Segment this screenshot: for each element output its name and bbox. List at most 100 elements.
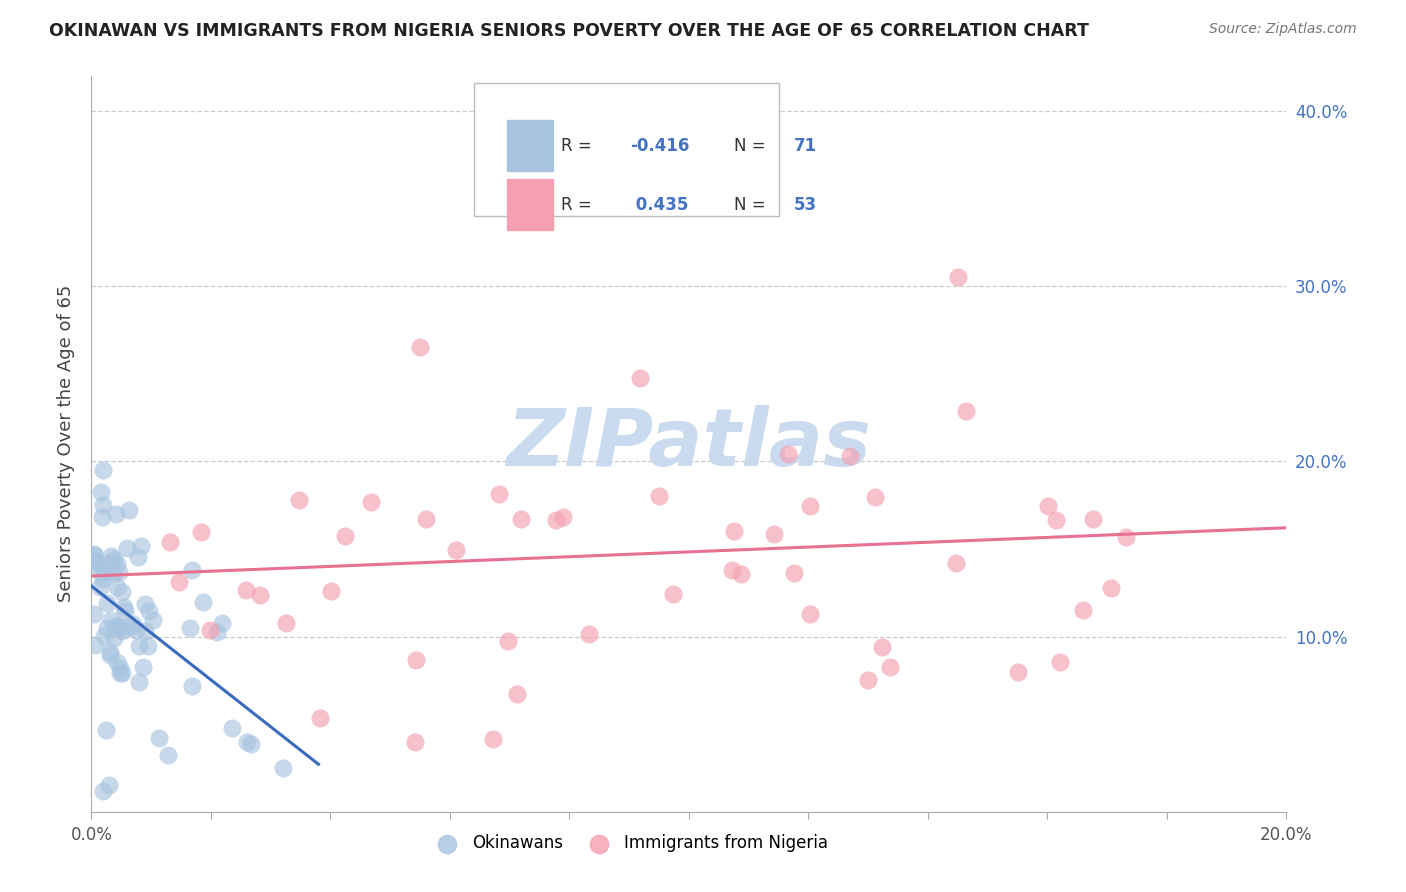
Point: [118, 620, 141, 634]
Point: [274, 615, 297, 630]
Text: R =: R =: [561, 195, 598, 213]
Point: [1081, 512, 1104, 526]
Point: [122, 617, 145, 632]
Point: [249, 588, 271, 602]
Point: [546, 513, 568, 527]
Point: [509, 512, 531, 526]
Point: [108, 665, 131, 680]
Point: [863, 490, 886, 504]
Point: [110, 621, 132, 635]
Point: [138, 604, 160, 618]
Point: [720, 563, 742, 577]
Point: [91, 572, 114, 586]
Point: [181, 563, 204, 577]
Point: [96, 621, 118, 635]
Point: [879, 660, 901, 674]
Point: [409, 340, 432, 354]
Text: R =: R =: [561, 136, 598, 154]
Point: [858, 673, 880, 688]
Point: [271, 761, 294, 775]
Point: [129, 540, 152, 554]
Point: [628, 371, 651, 385]
Point: [132, 660, 155, 674]
Point: [111, 666, 134, 681]
Point: [111, 585, 134, 599]
Point: [1045, 512, 1067, 526]
Point: [799, 607, 821, 621]
Point: [415, 512, 437, 526]
Point: [128, 639, 150, 653]
Point: [104, 507, 127, 521]
Point: [127, 549, 149, 564]
Point: [83, 638, 105, 652]
Text: Source: ZipAtlas.com: Source: ZipAtlas.com: [1209, 22, 1357, 37]
Point: [221, 721, 243, 735]
Text: 0.435: 0.435: [630, 195, 689, 213]
Point: [156, 747, 179, 762]
Point: [107, 566, 129, 580]
Point: [235, 582, 257, 597]
Point: [93, 498, 115, 512]
Point: [83, 554, 105, 568]
Point: [321, 584, 343, 599]
Point: [142, 613, 165, 627]
Point: [90, 485, 112, 500]
Point: [200, 623, 222, 637]
Point: [134, 624, 156, 639]
Point: [112, 599, 135, 614]
Point: [111, 624, 134, 639]
Point: [115, 541, 138, 555]
Point: [405, 653, 427, 667]
Point: [763, 527, 786, 541]
Point: [551, 509, 574, 524]
Point: [83, 607, 105, 622]
Point: [205, 625, 228, 640]
Point: [159, 534, 181, 549]
Point: [83, 547, 105, 561]
Point: [872, 640, 894, 655]
Point: [776, 447, 799, 461]
Point: [1073, 603, 1095, 617]
Point: [1036, 499, 1059, 513]
Point: [134, 597, 156, 611]
Point: [105, 558, 128, 572]
Bar: [508, 179, 553, 230]
Point: [444, 543, 467, 558]
Point: [309, 711, 332, 725]
Point: [1099, 581, 1122, 595]
Point: [98, 648, 121, 663]
Point: [118, 503, 141, 517]
Point: [136, 640, 159, 654]
Point: [723, 524, 745, 538]
Point: [103, 566, 125, 581]
Text: N =: N =: [734, 136, 772, 154]
Point: [496, 634, 519, 648]
Point: [190, 524, 212, 539]
Text: ZIPatlas: ZIPatlas: [506, 405, 872, 483]
Point: [955, 404, 977, 418]
Point: [333, 529, 356, 543]
Point: [288, 493, 311, 508]
Point: [148, 731, 170, 745]
Point: [730, 566, 752, 581]
Point: [90, 565, 112, 579]
Point: [83, 548, 105, 562]
Text: -0.416: -0.416: [630, 136, 690, 154]
Bar: [508, 120, 553, 171]
Point: [128, 674, 150, 689]
Point: [235, 734, 259, 748]
Point: [100, 549, 122, 563]
Point: [93, 629, 115, 643]
Point: [1115, 530, 1137, 544]
Point: [167, 574, 190, 589]
Point: [945, 556, 967, 570]
Point: [648, 490, 671, 504]
Point: [100, 613, 122, 627]
Point: [125, 623, 148, 637]
Point: [110, 661, 132, 675]
Point: [105, 655, 128, 669]
Point: [488, 487, 510, 501]
Point: [179, 621, 201, 635]
Point: [783, 566, 806, 581]
Point: [98, 779, 121, 793]
